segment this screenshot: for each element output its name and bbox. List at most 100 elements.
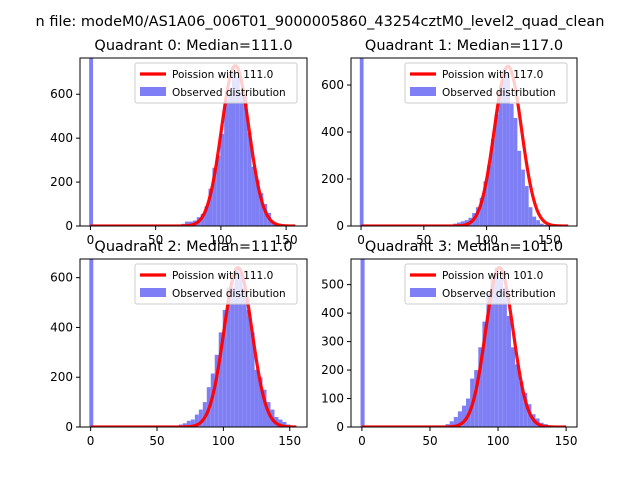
x-tick-label: 0 — [87, 233, 95, 247]
histogram-bar — [509, 103, 514, 226]
legend-label-fit: Poission with 111.0 — [172, 69, 273, 81]
histogram-bar — [278, 419, 283, 427]
histogram-bar — [494, 114, 499, 226]
plot-area — [359, 58, 570, 226]
y-tick-label: 200 — [50, 370, 73, 384]
figure-suptitle: n file: modeM0/AS1A06_006T01_9000005860_… — [36, 14, 605, 30]
histogram-bar — [483, 181, 488, 226]
histogram-bar — [214, 354, 219, 427]
axes-border — [79, 258, 308, 428]
y-tick-label: 500 — [321, 278, 344, 292]
histogram-bar — [460, 221, 465, 226]
axes-border — [350, 57, 578, 227]
x-tick-label: 150 — [555, 434, 578, 448]
y-tick-label: 0 — [65, 219, 73, 233]
legend-label-hist: Observed distribution — [442, 288, 556, 300]
histogram-bar — [243, 94, 248, 226]
histogram-bar — [461, 405, 467, 427]
y-tick-label: 0 — [336, 420, 344, 434]
poisson-fit-line — [360, 265, 568, 427]
histogram-bar — [226, 287, 231, 427]
histogram-bar — [250, 332, 255, 427]
histogram-bar — [182, 423, 187, 427]
histogram-bar — [506, 73, 510, 226]
poisson-fit-line — [89, 64, 297, 226]
histogram-bar — [247, 132, 252, 226]
axes-frame: 0 50 100 150 0 200 400 600 — [50, 57, 308, 247]
histogram-bar — [502, 68, 507, 226]
legend-label-fit: Poission with 101.0 — [442, 270, 543, 282]
histogram-bar — [515, 364, 520, 427]
histogram-bar — [519, 381, 524, 427]
histogram-bar — [218, 332, 223, 427]
y-tick-label: 200 — [50, 175, 73, 189]
axes-frame: 0 50 100 150 0 100 200 300 400 500 — [321, 258, 578, 448]
legend: Poission with 111.0 Observed distribution — [134, 62, 298, 104]
histogram-bar — [517, 150, 522, 226]
histogram-bar — [89, 259, 94, 427]
histogram-bar — [186, 420, 191, 427]
histogram-bar — [359, 58, 364, 226]
histogram-bar — [478, 347, 483, 427]
histogram-bar — [498, 278, 503, 427]
histogram-bar — [259, 193, 264, 226]
histogram-bar — [258, 377, 263, 427]
subplot-quadrant-2: 0 50 100 150 0 200 400 600 Quadrant 2: Median=11… — [50, 239, 308, 448]
histogram-bar — [510, 347, 516, 427]
histogram-bar — [506, 315, 511, 427]
histogram-bar — [262, 389, 267, 427]
histogram-bar — [502, 287, 507, 427]
y-tick-label: 100 — [321, 392, 344, 406]
histogram-bar — [360, 259, 365, 427]
legend: Poission with 111.0 Observed distribution — [134, 263, 298, 305]
x-tick-label: 100 — [209, 233, 232, 247]
histogram-bar — [475, 207, 480, 226]
histogram-bar — [212, 167, 217, 226]
x-tick-label: 50 — [149, 434, 164, 448]
axes-border — [350, 258, 578, 428]
histogram-bar — [200, 213, 205, 226]
x-tick-label: 0 — [358, 434, 366, 448]
histogram-bar — [536, 220, 540, 226]
histogram-bar — [208, 188, 213, 226]
histogram-bar — [486, 293, 491, 427]
y-tick-label: 0 — [65, 420, 73, 434]
subplot-quadrant-0: 0 50 100 150 0 200 400 600 Quadrant 0: Median=11… — [50, 38, 308, 247]
histogram-bar — [222, 310, 227, 427]
legend-box — [404, 62, 568, 104]
y-tick-label: 400 — [321, 125, 344, 139]
histogram-bar — [521, 169, 525, 226]
histogram-bar — [190, 419, 195, 427]
plot-area — [360, 259, 568, 427]
histogram-bar — [230, 287, 235, 427]
histogram-bar — [255, 179, 260, 226]
histogram-bar — [216, 155, 221, 226]
x-tick-label: 50 — [422, 434, 437, 448]
legend-label-fit: Poission with 117.0 — [442, 69, 543, 81]
y-tick-label: 600 — [321, 78, 344, 92]
y-tick-label: 0 — [336, 219, 344, 233]
plot-area — [89, 259, 298, 427]
x-tick-label: 50 — [148, 233, 163, 247]
histogram-bar — [457, 411, 462, 427]
histogram-bar — [524, 186, 529, 226]
x-tick-label: 0 — [357, 233, 365, 247]
histogram-bar — [523, 392, 528, 427]
y-tick-label: 400 — [321, 306, 344, 320]
histogram-bar — [238, 272, 243, 427]
histogram-bar — [539, 223, 544, 226]
y-tick-label: 200 — [321, 172, 344, 186]
y-tick-label: 300 — [321, 335, 344, 349]
histogram-bar — [246, 310, 251, 427]
subplot-title: Quadrant 3: Median=101.0 — [365, 239, 563, 255]
x-tick-label: 100 — [475, 233, 498, 247]
histogram-bar — [228, 94, 232, 226]
legend-box — [134, 263, 298, 305]
y-tick-label: 400 — [50, 131, 73, 145]
histogram-bar — [490, 139, 495, 226]
x-tick-label: 150 — [275, 233, 298, 247]
legend-label-hist: Observed distribution — [172, 87, 286, 99]
plot-area — [89, 58, 297, 226]
legend-bar-swatch — [140, 288, 166, 297]
histogram-bar — [231, 72, 236, 226]
